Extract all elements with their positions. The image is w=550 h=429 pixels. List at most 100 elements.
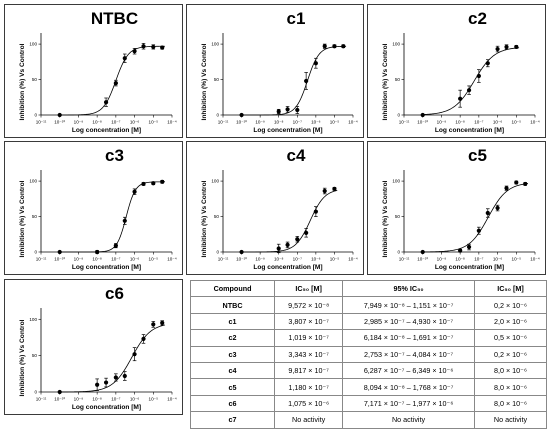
data-point (113, 375, 118, 380)
header-ic50: IC₅₀ [M] (274, 279, 344, 298)
x-tick-label: 10⁻⁴ (167, 257, 177, 262)
data-point (113, 80, 118, 86)
chart-title: c2 (468, 9, 487, 28)
y-tick-label: 100 (29, 42, 37, 47)
x-tick-label: 10⁻⁶ (130, 257, 140, 262)
data-point (485, 61, 490, 66)
data-point (239, 112, 244, 118)
x-tick-label: 10⁻⁸ (274, 257, 284, 262)
data-point (122, 56, 127, 61)
data-point (295, 107, 300, 113)
data-point (276, 246, 281, 251)
data-point (466, 244, 472, 250)
cell-ic50-rounded: 0,2 × 10⁻⁶ (473, 345, 548, 363)
data-point (141, 181, 146, 187)
y-tick-label: 100 (392, 42, 400, 47)
x-tick-label: 10⁻¹¹ (36, 257, 47, 262)
cell-ic50: 9,817 × 10⁻⁷ (274, 361, 344, 380)
x-tick-label: 10⁻⁷ (111, 120, 121, 125)
data-point (523, 181, 528, 187)
x-tick-label: 10⁻⁶ (130, 397, 140, 402)
x-tick-label: 10⁻¹⁰ (417, 257, 428, 262)
table-row: c6 1,075 × 10⁻⁶ 7,171 × 10⁻⁷ – 1,977 × 10⁻… (189, 394, 548, 413)
data-point (103, 100, 109, 105)
data-point (504, 186, 509, 191)
chart-title: c5 (468, 146, 487, 165)
header-ic50-rounded: IC₅₀ [M] (473, 279, 548, 298)
x-axis-label: Log concentration [M] (72, 127, 141, 134)
x-tick-label: 10⁻⁹ (74, 397, 84, 402)
fit-curve (422, 47, 520, 115)
header-compound: Compound (189, 279, 276, 298)
x-tick-label: 10⁻¹⁰ (417, 120, 428, 125)
data-point (113, 243, 118, 248)
fit-curve (59, 181, 166, 253)
table-row: c4 9,817 × 10⁻⁷ 6,287 × 10⁻⁷ – 6,349 × 10⁻… (189, 361, 548, 380)
data-point (495, 46, 500, 52)
cell-95-ic50: 8,094 × 10⁻⁸ – 1,768 × 10⁻⁷ (342, 378, 475, 396)
y-axis-label: Inhibition (%) Vs Control (201, 180, 208, 257)
x-axis-label: Log concentration [M] (72, 404, 141, 411)
y-tick-label: 50 (395, 214, 401, 219)
data-point (420, 249, 425, 255)
x-tick-label: 10⁻⁷ (111, 397, 121, 402)
y-tick-label: 0 (34, 390, 37, 395)
y-tick-label: 50 (32, 77, 38, 82)
data-point (458, 248, 463, 253)
cell-95-ic50: 6,184 × 10⁻⁸ – 1,691 × 10⁻⁷ (342, 329, 475, 347)
x-tick-label: 10⁻⁸ (455, 257, 465, 262)
cell-ic50: 1,019 × 10⁻⁷ (274, 329, 344, 347)
data-point (95, 249, 100, 255)
x-tick-label: 10⁻¹¹ (218, 120, 229, 125)
y-tick-label: 100 (29, 179, 37, 184)
x-tick-label: 10⁻⁶ (311, 257, 321, 262)
y-tick-label: 100 (211, 179, 219, 184)
cell-95-ic50: 7,171 × 10⁻⁷ – 1,977 × 10⁻⁶ (342, 394, 475, 413)
cell-compound: c2 (189, 329, 276, 347)
data-point (103, 380, 109, 385)
data-point (514, 44, 519, 50)
data-point (322, 188, 327, 194)
data-point (57, 112, 62, 118)
data-point (122, 218, 127, 223)
table-row: NTBC 9,572 × 10⁻⁸ 7,949 × 10⁻⁸ – 1,151 × 1… (189, 296, 548, 314)
table-row: c1 3,807 × 10⁻⁷ 2,985 × 10⁻⁷ – 4,930 × 10⁻… (189, 312, 548, 331)
fit-curve (59, 45, 166, 116)
fit-curve (59, 324, 166, 393)
x-tick-label: 10⁻⁵ (149, 257, 159, 262)
data-point (295, 237, 300, 242)
chart-c2: c2 0 50 100 10⁻¹¹ 10⁻¹⁰ 10⁻⁹ 10⁻⁸ 10⁻⁷ 10⁻⁶ 10⁻⁵ 10… (382, 9, 540, 134)
x-axis-label: Log concentration [M] (253, 264, 322, 271)
cell-compound: NTBC (189, 296, 276, 314)
panel-c4: c4 0 50 100 10⁻¹¹ 10⁻¹⁰ 10⁻⁹ 10⁻⁸ 10⁻⁷ 10⁻⁶ 10⁻⁵ 10… (186, 141, 364, 275)
x-tick-label: 10⁻⁸ (455, 120, 465, 125)
data-point (276, 109, 281, 114)
cell-compound: c6 (189, 394, 276, 413)
cell-ic50-rounded: 8,0 × 10⁻⁶ (473, 361, 548, 380)
table-row: c7 No activity No activity No activity (189, 411, 548, 429)
panel-c3: c3 0 50 100 10⁻¹¹ 10⁻¹⁰ 10⁻⁹ 10⁻⁸ 10⁻⁷ 10⁻⁶ 10⁻⁵ 10… (4, 141, 183, 275)
data-point (420, 112, 425, 118)
x-tick-label: 10⁻¹⁰ (54, 397, 65, 402)
data-point (332, 186, 337, 191)
y-axis-label: Inhibition (%) Vs Control (382, 180, 389, 257)
cell-ic50-rounded: 8,0 × 10⁻⁶ (473, 378, 548, 396)
data-point (476, 73, 481, 79)
x-tick-label: 10⁻⁴ (167, 120, 177, 125)
x-tick-label: 10⁻⁵ (512, 257, 522, 262)
x-tick-label: 10⁻¹⁰ (54, 120, 65, 125)
data-point (485, 210, 490, 216)
cell-compound: c7 (189, 411, 276, 429)
x-tick-label: 10⁻¹⁰ (54, 257, 65, 262)
data-point (458, 96, 463, 101)
x-axis-label: Log concentration [M] (72, 264, 141, 271)
x-tick-label: 10⁻⁹ (74, 120, 84, 125)
data-point (466, 88, 472, 93)
cell-ic50: 1,075 × 10⁻⁶ (274, 394, 344, 413)
data-point (95, 382, 100, 387)
y-tick-label: 50 (395, 77, 401, 82)
table-row: c5 1,180 × 10⁻⁷ 8,094 × 10⁻⁸ – 1,768 × 10⁻… (189, 378, 548, 396)
data-point (304, 78, 309, 84)
x-tick-label: 10⁻⁹ (255, 120, 265, 125)
x-tick-label: 10⁻¹¹ (399, 120, 410, 125)
